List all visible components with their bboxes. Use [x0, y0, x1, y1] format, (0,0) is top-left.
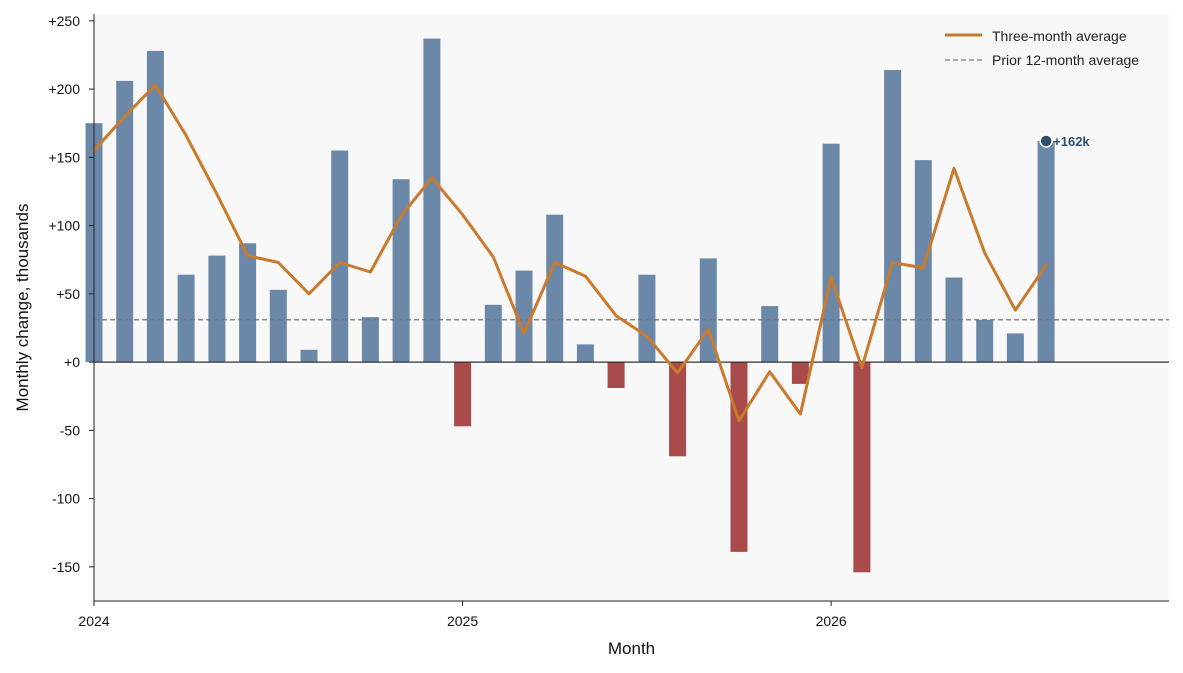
legend-label-three-month-average: Three-month average [992, 28, 1127, 44]
bar-2025-11 [761, 306, 779, 363]
x-axis-title: Month [608, 639, 655, 658]
bar-2026-07 [1006, 333, 1024, 363]
bar-2025-03 [515, 270, 533, 363]
legend-label-prior-12-month-average: Prior 12-month average [992, 52, 1139, 68]
bar-2025-07 [638, 274, 656, 363]
y-axis-title: Monthly change, thousands [13, 204, 32, 412]
three-month-average-line [92, 83, 1048, 423]
bar-2024-08 [300, 349, 318, 363]
y-tick-label: +0 [64, 354, 80, 370]
y-tick-label: -100 [52, 491, 80, 507]
y-tick-label: -50 [60, 422, 80, 438]
y-tick-label: -150 [52, 559, 80, 575]
bar-2024-07 [269, 289, 287, 363]
latest-value-point [1039, 134, 1053, 148]
bar-2025-06 [607, 362, 625, 388]
bar-2024-05 [208, 255, 226, 363]
bar-2026-04 [914, 160, 932, 363]
y-tick-label: +50 [56, 286, 80, 302]
bar-2025-01 [454, 362, 472, 427]
y-tick-label: +250 [48, 13, 80, 29]
bar-2026-08 [1037, 141, 1055, 363]
bar-2025-04 [546, 214, 564, 363]
bar-2024-02 [116, 80, 134, 363]
y-tick-label: +200 [48, 81, 80, 97]
y-tick-label: +100 [48, 218, 80, 234]
bar-2024-10 [361, 317, 379, 363]
bar-2025-10 [730, 362, 748, 552]
bar-2024-04 [177, 274, 195, 363]
bar-2024-06 [239, 243, 257, 363]
x-tick-label: 2026 [816, 613, 847, 629]
bar-2026-03 [884, 70, 902, 363]
y-tick-label: +150 [48, 149, 80, 165]
bar-2025-08 [669, 362, 687, 457]
bar-2026-02 [853, 362, 871, 573]
x-tick-label: 2024 [78, 613, 109, 629]
bar-2024-09 [331, 150, 349, 363]
bar-2026-06 [976, 319, 994, 363]
bar-2024-12 [423, 38, 441, 363]
bar-2025-12 [791, 362, 809, 384]
latest-value-label: +162k [1053, 134, 1090, 149]
bar-2025-02 [484, 304, 502, 363]
bar-2026-01 [822, 143, 840, 363]
bar-2024-03 [146, 50, 164, 363]
bar-2025-05 [576, 344, 594, 363]
x-tick-label: 2025 [447, 613, 478, 629]
